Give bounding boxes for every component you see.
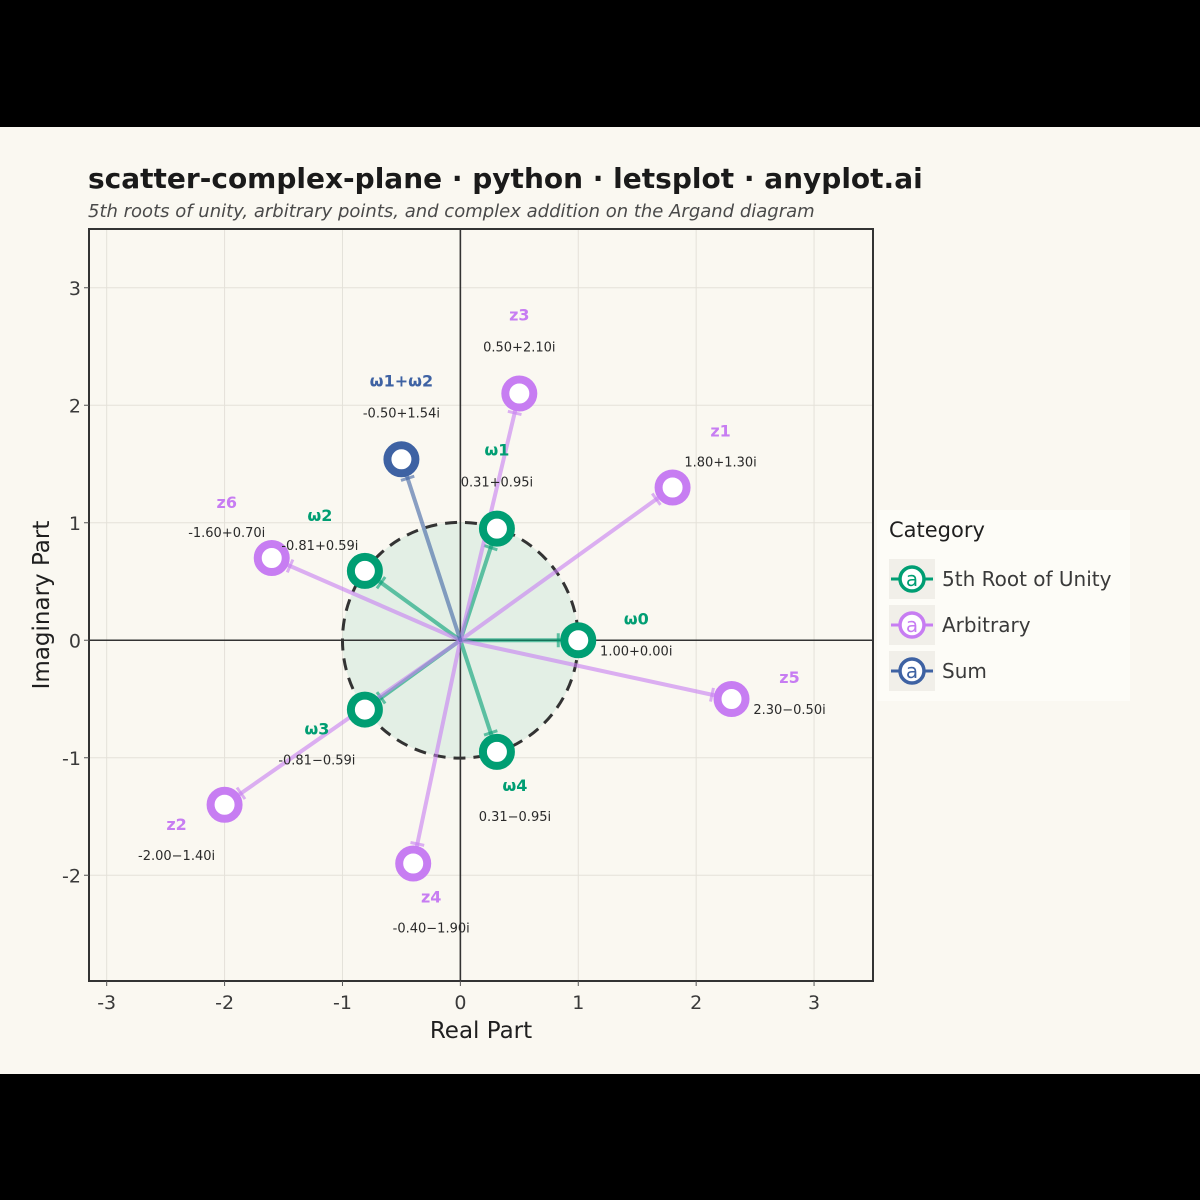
legend-label-sum: Sum (942, 659, 987, 683)
x-axis-title: Real Part (430, 1018, 532, 1044)
y-tick-label: 3 (69, 278, 81, 300)
vector-line (458, 638, 734, 701)
x-tick-label: 1 (572, 992, 584, 1014)
point-name-label: z2 (166, 815, 186, 834)
chart-title: scatter-complex-plane · python · letsplo… (88, 162, 923, 195)
vector-arrowhead (483, 729, 498, 737)
vector-arrowhead (285, 558, 295, 574)
vector-arrowhead (507, 409, 522, 417)
point-marker (654, 469, 691, 506)
point-value-label: 2.30−0.50i (753, 703, 825, 718)
legend-label-arbitrary: Arbitrary (942, 613, 1031, 637)
point-value-label: -2.00−1.40i (138, 849, 215, 864)
point-value-label: -0.81+0.59i (281, 539, 358, 554)
svg-text:a: a (906, 567, 918, 591)
y-tick-label: 1 (69, 513, 81, 535)
legend-key-arbitrary: a (889, 605, 935, 645)
x-tick-label: 0 (454, 992, 466, 1014)
x-tick-label: -3 (97, 992, 116, 1014)
point-value-label: -1.60+0.70i (188, 526, 265, 541)
point-value-label: 1.80+1.30i (684, 456, 756, 471)
legend-title: Category (889, 518, 985, 542)
y-axis-title: Imaginary Part (29, 521, 55, 690)
point-marker (501, 375, 538, 412)
point-value-label: 0.31+0.95i (461, 476, 533, 491)
point-value-label: 0.50+2.10i (483, 341, 555, 356)
plot-border (88, 228, 874, 982)
chart-subtitle: 5th roots of unity, arbitrary points, an… (88, 201, 815, 222)
x-tick-label: -2 (215, 992, 234, 1014)
vector-arrowhead (410, 841, 425, 847)
legend-label-root-of-unity: 5th Root of Unity (942, 567, 1112, 591)
point-name-label: z5 (779, 668, 799, 687)
vector-arrowhead (400, 474, 415, 482)
points (206, 375, 750, 882)
point-name-label: ω0 (624, 609, 649, 628)
vectors (222, 391, 734, 866)
vector-line (269, 556, 463, 643)
vector-line (399, 457, 463, 643)
legend-key-sum: a (889, 651, 935, 691)
point-value-label: -0.40−1.90i (393, 922, 470, 937)
vector-arrowhead (235, 786, 247, 800)
point-marker (253, 540, 290, 576)
y-tick-label: 0 (69, 630, 81, 652)
vector-line (458, 485, 675, 643)
x-tick-label: -1 (333, 992, 352, 1014)
y-tick-label: 2 (69, 395, 81, 417)
vector-line (222, 638, 463, 807)
point-name-label: z3 (509, 306, 529, 325)
point-marker (478, 733, 515, 770)
point-name-label: ω3 (304, 720, 329, 739)
point-marker (713, 681, 750, 717)
x-tick-label: 2 (690, 992, 702, 1014)
legend-item-root-of-unity: a 5th Root of Unity (889, 559, 1124, 599)
point-marker (346, 552, 383, 589)
point-marker (383, 441, 420, 478)
y-tick-label: -2 (62, 865, 81, 887)
vector-arrowhead (709, 687, 715, 702)
point-name-label: ω1+ω2 (370, 371, 433, 390)
tick-labels: -3 -2 -1 0 1 2 3 -2 -1 0 1 2 3 (62, 278, 820, 1014)
plot-panel (89, 229, 873, 981)
point-value-label: -0.81−0.59i (278, 754, 355, 769)
svg-text:a: a (906, 659, 918, 683)
x-tick-label: 3 (808, 992, 820, 1014)
point-name-label: z6 (217, 493, 237, 512)
point-name-label: z4 (421, 888, 441, 907)
legend-item-sum: a Sum (889, 651, 1124, 691)
svg-text:a: a (906, 613, 918, 637)
plot-area: ω01.00+0.00iω10.31+0.95iω2-0.81+0.59iω3-… (29, 228, 874, 1044)
point-marker (395, 845, 432, 882)
point-name-label: z1 (710, 422, 730, 441)
point-marker (346, 691, 383, 728)
point-value-label: 0.31−0.95i (479, 810, 551, 825)
point-name-label: ω4 (502, 776, 527, 795)
point-name-label: ω2 (307, 506, 332, 525)
point-value-label: 1.00+0.00i (600, 644, 672, 659)
vector-arrowhead (483, 544, 498, 552)
vector-line (411, 638, 463, 866)
point-name-label: ω1 (484, 441, 509, 460)
legend: Category a 5th Root of Unity a Arbitrary (877, 510, 1130, 701)
point-marker (206, 786, 243, 823)
point-marker (560, 622, 597, 659)
legend-key-root-of-unity: a (889, 559, 935, 599)
y-tick-label: -1 (62, 748, 81, 770)
chart-canvas: scatter-complex-plane · python · letsplo… (0, 127, 1200, 1074)
vector-arrowhead (375, 576, 387, 590)
point-value-label: -0.50+1.54i (363, 406, 440, 421)
legend-item-arbitrary: a Arbitrary (889, 605, 1124, 645)
point-labels: ω0 1.00+0.00i ω1 0.31+0.95i ω2 -0.81+0.59i ω3 -… (138, 306, 826, 937)
vector-arrowhead (651, 492, 662, 506)
point-marker (478, 510, 515, 547)
